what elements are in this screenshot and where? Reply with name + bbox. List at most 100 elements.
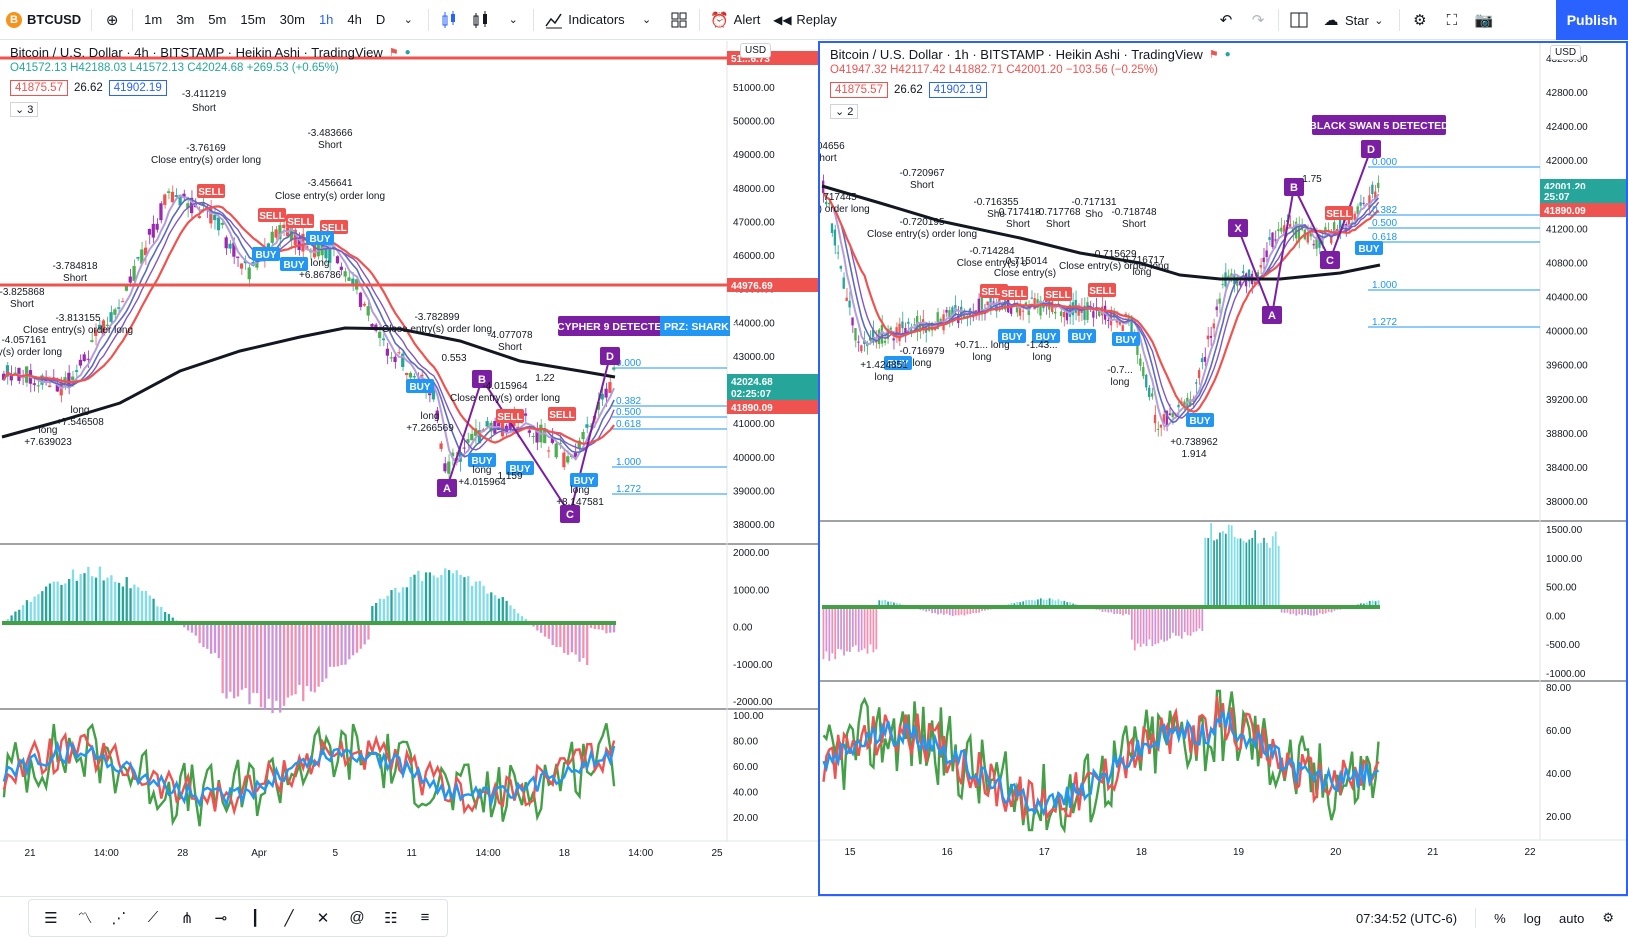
right-ask-button[interactable]: 41902.19 [928, 82, 987, 98]
candle-body [1162, 414, 1166, 424]
star-button[interactable]: ☁ Star ⌄ [1315, 0, 1395, 40]
signal-label: BUY [887, 359, 908, 370]
undo-button[interactable]: ↶ [1210, 0, 1242, 40]
time-axis-label: 22 [1524, 847, 1536, 858]
timeframe-5m[interactable]: 5m [208, 12, 227, 27]
spiral-icon[interactable]: @ [349, 909, 365, 926]
compare-symbol-button[interactable]: ⊕ [96, 0, 128, 40]
sliders-icon[interactable]: ☷ [384, 909, 398, 927]
list-settings-icon[interactable]: ≡ [420, 909, 430, 926]
pattern-detected-label: CYPHER 9 DETECTED [557, 321, 669, 333]
strategy-annotation: -0.717768 [1035, 207, 1080, 218]
strategy-annotation: Short [1006, 219, 1030, 230]
candle-body [1262, 257, 1265, 263]
chart-type-candles-button[interactable] [433, 0, 465, 40]
candle-body [197, 216, 201, 219]
publish-button[interactable]: Publish [1556, 0, 1628, 40]
candle-body [477, 430, 482, 444]
strategy-annotation: long [973, 352, 992, 363]
snapshot-button[interactable]: 📷 [1468, 0, 1500, 40]
log-toggle[interactable]: log [1523, 910, 1542, 926]
left-ask-button[interactable]: 41902.19 [108, 80, 167, 96]
zigzag-numbered-icon[interactable]: ⋰ [111, 909, 127, 927]
candle-body [1347, 219, 1351, 228]
strategy-annotation: 717445 [823, 192, 857, 203]
strategy-annotation: Short [910, 180, 934, 191]
strategy-annotation: -0.716979 [899, 346, 944, 357]
price-axis-label: 49000.00 [733, 150, 775, 161]
timeframe-30m[interactable]: 30m [279, 12, 305, 27]
time-axis-label: 14:00 [628, 848, 653, 859]
strategy-annotation: Close entry(s) o [957, 258, 1028, 269]
redo-button[interactable]: ↷ [1242, 0, 1274, 40]
timeframe-3m[interactable]: 3m [176, 12, 195, 27]
settings-button[interactable]: ⚙ [1404, 0, 1436, 40]
replay-button[interactable]: ◀◀ Replay [766, 0, 842, 40]
auto-toggle[interactable]: auto [1559, 910, 1585, 926]
right-chart-canvas[interactable]: 43200.0042800.0042400.0042000.0041600.00… [820, 43, 1626, 894]
candle-tool-icon[interactable]: ┃ [250, 909, 260, 927]
timeframe-4h[interactable]: 4h [347, 12, 362, 27]
pattern-point-marker [560, 505, 580, 523]
pattern-tool-icon[interactable]: ✕ [316, 909, 330, 927]
templates-button[interactable] [663, 0, 695, 40]
candle-body [1062, 311, 1066, 318]
right-currency-selector[interactable]: USD [1550, 45, 1582, 60]
strategy-annotation: long [1111, 377, 1130, 388]
status-dot-icon: ● [404, 47, 411, 58]
fullscreen-button[interactable]: ⛶ [1436, 0, 1468, 40]
zigzag-icon[interactable]: 〽 [77, 910, 93, 927]
pitchfork-icon[interactable]: ⋔ [180, 909, 194, 927]
chart-type-bars-button[interactable] [465, 0, 497, 40]
candle-body [1371, 184, 1374, 195]
indicators-dropdown[interactable]: ⌄ [631, 0, 663, 40]
candle-body [97, 324, 102, 330]
candle-body [1271, 232, 1274, 248]
candle-body [1239, 281, 1242, 286]
timeframe-15m[interactable]: 15m [240, 12, 266, 27]
buy-signal-badge [252, 247, 280, 261]
trend-line-icon[interactable]: ⟋ [147, 909, 159, 926]
plus-circle-icon: ⊕ [105, 11, 119, 29]
timeframe-1m[interactable]: 1m [144, 12, 163, 27]
settings-icon[interactable]: ⚙ [1602, 910, 1614, 925]
percent-toggle[interactable]: % [1494, 910, 1506, 926]
layout-button[interactable] [1283, 0, 1315, 40]
candle-body [393, 356, 397, 363]
signal-label: BUY [573, 476, 594, 487]
buy-signal-badge [998, 329, 1026, 343]
timeframe-d[interactable]: D [375, 12, 386, 27]
chart-type-dropdown[interactable]: ⌄ [497, 0, 529, 40]
menu-lines-icon[interactable]: ☰ [44, 909, 58, 927]
flag-icon[interactable]: ⚑ [1208, 49, 1219, 61]
price-axis-label: 41000.00 [733, 419, 775, 430]
candle-body [977, 298, 980, 315]
left-chart-canvas[interactable]: 51000.0050000.0049000.0048000.0047000.00… [0, 41, 818, 896]
timeframe-1h[interactable]: 1h [318, 12, 334, 27]
candle-body [1277, 229, 1280, 232]
horizontal-ray-icon[interactable]: ⊸ [214, 909, 228, 927]
indicators-button[interactable]: Indicators [538, 0, 630, 40]
chart-pane-left[interactable]: 51000.00 50000.00 49000.00 48000.00 47000.00… [0, 41, 818, 896]
alert-button[interactable]: ⏰ Alert [704, 0, 767, 40]
candle-body [960, 306, 963, 317]
candle-body [401, 353, 405, 368]
left-currency-selector[interactable]: USD [740, 43, 772, 58]
candle-body [1159, 424, 1163, 428]
right-indicator-toggle[interactable]: ⌄ 2 [830, 104, 859, 119]
candle-body [508, 421, 512, 430]
timeframe-dropdown[interactable]: ⌄ [392, 0, 424, 40]
symbol-search-button[interactable]: B BTCUSD [0, 0, 87, 40]
chart-pane-right[interactable]: 43200.0042800.0042400.0042000.0041600.00… [818, 41, 1628, 896]
clock-timezone[interactable]: 07:34:52 (UTC-6) [1355, 910, 1458, 926]
right-bid-button[interactable]: 41875.57 [830, 82, 888, 98]
candle-body [566, 456, 570, 463]
strategy-annotation: -0.717418 [995, 207, 1040, 218]
candle-body [1215, 306, 1218, 311]
left-bid-button[interactable]: 41875.57 [10, 80, 68, 96]
flag-icon[interactable]: ⚑ [388, 47, 399, 59]
candle-body [868, 337, 872, 341]
pattern-detected-label: BLACK SWAN 5 DETECTED [1309, 120, 1449, 132]
left-indicator-toggle[interactable]: ⌄ 3 [10, 102, 39, 117]
line-tool-icon[interactable]: ╱ [284, 909, 294, 927]
